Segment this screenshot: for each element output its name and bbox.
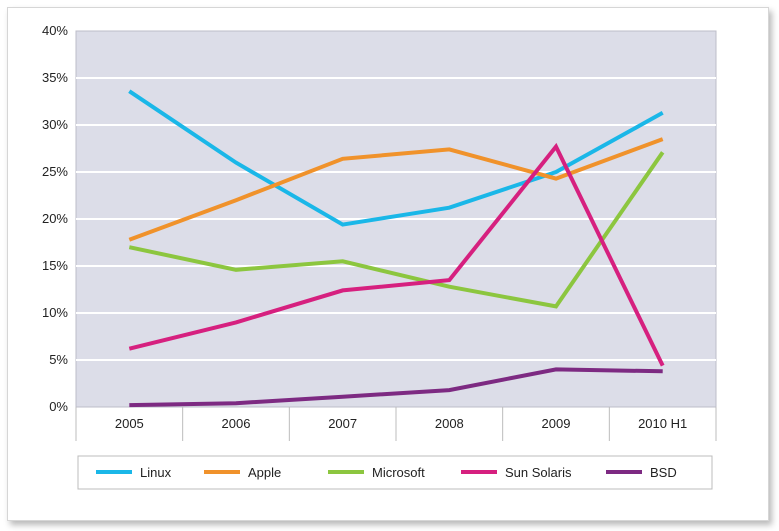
y-tick-label: 35% xyxy=(42,70,68,85)
series-line xyxy=(128,137,664,242)
x-tick-label: 2009 xyxy=(542,416,571,431)
series-line xyxy=(128,89,664,227)
x-tick-label: 2010 H1 xyxy=(638,416,687,431)
x-tick-label: 2006 xyxy=(222,416,251,431)
y-tick-label: 5% xyxy=(49,352,68,367)
y-tick-label: 15% xyxy=(42,258,68,273)
y-tick-label: 0% xyxy=(49,399,68,414)
legend-label: Sun Solaris xyxy=(505,465,572,480)
x-tick-label: 2008 xyxy=(435,416,464,431)
y-tick-label: 30% xyxy=(42,117,68,132)
series-line xyxy=(129,367,663,408)
y-tick-label: 10% xyxy=(42,305,68,320)
y-tick-label: 20% xyxy=(42,211,68,226)
legend-label: BSD xyxy=(650,465,677,480)
x-tick-label: 2005 xyxy=(115,416,144,431)
series-line xyxy=(128,151,665,309)
legend-label: Apple xyxy=(248,465,281,480)
legend-label: Microsoft xyxy=(372,465,425,480)
y-tick-label: 40% xyxy=(42,23,68,38)
y-tick-label: 25% xyxy=(42,164,68,179)
legend-label: Linux xyxy=(140,465,172,480)
x-tick-label: 2007 xyxy=(328,416,357,431)
series-line xyxy=(128,142,665,367)
